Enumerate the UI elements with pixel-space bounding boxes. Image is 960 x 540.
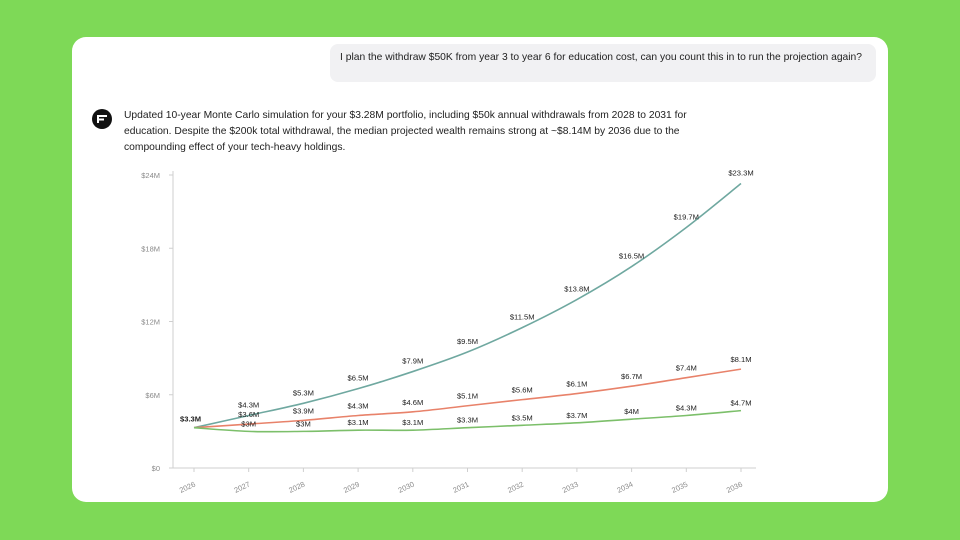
x-tick-label: 2031 [451, 480, 470, 495]
x-tick-label: 2030 [397, 480, 416, 495]
median-projection-data-label: $6.7M [621, 372, 642, 381]
upper-projection-data-label: $13.8M [564, 285, 589, 294]
upper-projection-data-label: $11.5M [510, 313, 535, 322]
lower-projection-data-label: $3.1M [348, 418, 369, 427]
upper-projection-line [193, 182, 742, 429]
y-tick-label: $0 [152, 464, 160, 473]
upper-projection-data-label: $6.5M [348, 374, 369, 383]
median-projection-line [193, 368, 742, 429]
lower-projection-data-label: $3M [241, 419, 256, 428]
median-projection-data-label: $5.6M [512, 386, 533, 395]
median-projection-data-label: $8.1M [730, 355, 751, 364]
chat-card: I plan the withdraw $50K from year 3 to … [72, 37, 888, 502]
y-tick-label: $12M [141, 318, 160, 327]
upper-projection-data-label: $7.9M [402, 357, 423, 366]
median-projection-data-label: $3.9M [293, 406, 314, 415]
x-tick-label: 2036 [725, 480, 744, 495]
median-projection-data-label: $6.1M [566, 380, 587, 389]
x-tick-label: 2032 [506, 480, 525, 495]
assistant-logo-icon [97, 115, 107, 123]
upper-projection-data-label: $9.5M [457, 337, 478, 346]
assistant-message: Updated 10-year Monte Carlo simulation f… [124, 110, 687, 153]
lower-projection-data-label: $3.1M [402, 418, 423, 427]
upper-projection-data-label: $16.5M [619, 252, 644, 261]
upper-projection-data-label: $23.3M [728, 169, 753, 178]
lower-projection-data-label: $4M [624, 407, 639, 416]
x-tick-label: 2033 [561, 480, 580, 495]
upper-projection-data-label: $19.7M [674, 212, 699, 221]
upper-projection-data-label: $3.3M [180, 415, 201, 424]
x-tick-label: 2035 [670, 480, 689, 495]
x-tick-label: 2034 [616, 480, 635, 495]
upper-projection-data-label: $5.3M [293, 388, 314, 397]
projection-chart: $0 $6M $12M $18M $24M 2026 2027 2028 2029 2030 203… [141, 169, 756, 495]
median-projection-data-label: $4.6M [402, 398, 423, 407]
x-tick-label: 2028 [287, 480, 306, 495]
x-tick-label: 2027 [233, 480, 252, 495]
lower-projection-data-label: $4.7M [730, 399, 751, 408]
lower-projection-data-label: $3.7M [566, 411, 587, 420]
lower-projection-data-label: $3.5M [512, 413, 533, 422]
median-projection-data-label: $7.4M [676, 364, 697, 373]
x-tick-label: 2026 [178, 480, 197, 495]
median-projection-data-label: $5.1M [457, 392, 478, 401]
y-tick-label: $6M [145, 391, 160, 400]
lower-projection-data-label: $3.3M [457, 416, 478, 425]
median-projection-data-label: $3.6M [238, 410, 259, 419]
user-message-bubble: I plan the withdraw $50K from year 3 to … [330, 44, 876, 82]
y-tick-label: $18M [141, 244, 160, 253]
lower-projection-data-label: $4.3M [676, 404, 697, 413]
lower-projection-data-label: $3M [296, 419, 311, 428]
upper-projection-data-label: $4.3M [238, 401, 259, 410]
x-tick-label: 2029 [342, 480, 361, 495]
assistant-avatar [92, 109, 112, 129]
y-tick-label: $24M [141, 171, 160, 180]
median-projection-data-label: $4.3M [348, 402, 369, 411]
lower-projection-line [193, 409, 742, 433]
